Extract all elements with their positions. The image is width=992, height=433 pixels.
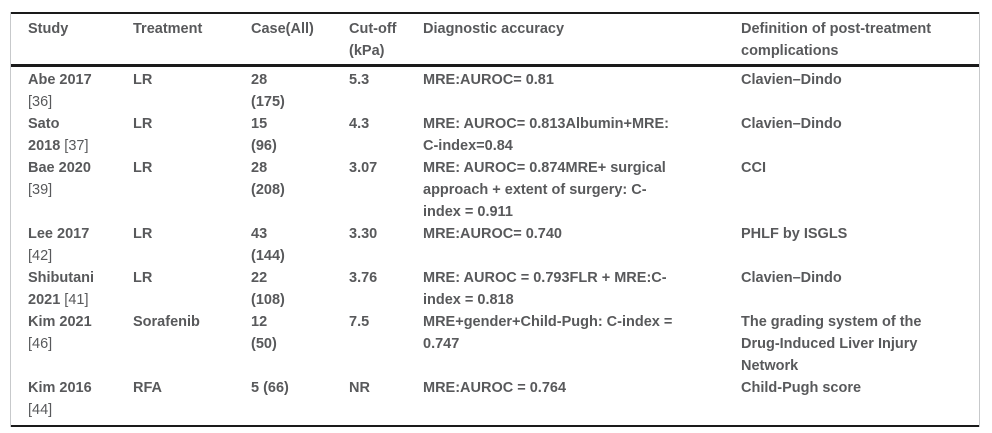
table-row: Kim 2016 [44] RFA 5 (66) NR MRE:AUROC = 0.764… — [11, 377, 979, 426]
cell-treatment: Sorafenib — [133, 314, 200, 330]
cell-treatment: RFA — [133, 380, 162, 396]
study-citation-ref: [37] — [64, 138, 89, 154]
study-name-cont: 2021 — [28, 292, 65, 308]
study-name: Kim 2021 — [28, 314, 92, 330]
col-header-diagnostic-accuracy: Diagnostic accuracy — [423, 13, 741, 67]
cell-treatment: LR — [133, 160, 153, 176]
study-name: Abe 2017 — [28, 72, 92, 88]
cell-study: Abe 2017 [36] — [11, 66, 133, 114]
study-citation-ref: [42] — [28, 248, 53, 264]
cell-diagnostic-accuracy: MRE: AUROC= 0.813Albumin+MRE: C-index=0.… — [423, 116, 669, 154]
cell-case-all: 12 (50) — [251, 314, 277, 352]
cell-definition: The grading system of the Drug-Induced L… — [741, 314, 922, 374]
cell-cutoff: 3.76 — [349, 270, 378, 286]
col-header-cutoff-kpa: Cut-off (kPa) — [349, 13, 423, 67]
cell-cutoff: 4.3 — [349, 116, 370, 132]
table-row: Shibutani 2021 [41] LR 22 (108) 3.76 MRE: AUR… — [11, 267, 979, 311]
cell-diagnostic-accuracy: MRE:AUROC = 0.764 — [423, 380, 567, 396]
study-name: Lee 2017 — [28, 226, 90, 242]
cell-diagnostic-accuracy: MRE: AUROC= 0.874MRE+ surgical approach … — [423, 160, 666, 220]
col-header-treatment: Treatment — [133, 13, 251, 67]
cell-cutoff: NR — [349, 380, 370, 396]
cell-diagnostic-accuracy: MRE: AUROC = 0.793FLR + MRE:C- index = 0… — [423, 270, 667, 308]
cell-study: Sato 2018 [37] — [11, 113, 133, 157]
cell-study: Kim 2021 [46] — [11, 311, 133, 377]
study-name: Sato — [28, 116, 60, 132]
study-name: Shibutani — [28, 270, 95, 286]
study-name: Bae 2020 — [28, 160, 91, 176]
cell-case-all: 22 (108) — [251, 270, 285, 308]
cell-case-all: 43 (144) — [251, 226, 285, 264]
cell-treatment: LR — [133, 72, 153, 88]
study-citation-ref: [41] — [64, 292, 89, 308]
cell-case-all: 28 (208) — [251, 160, 285, 198]
study-citation-ref: [36] — [28, 94, 53, 110]
cell-treatment: LR — [133, 270, 153, 286]
cell-definition: Clavien–Dindo — [741, 270, 842, 286]
cell-case-all: 28 (175) — [251, 72, 285, 110]
cell-diagnostic-accuracy: MRE:AUROC= 0.81 — [423, 72, 554, 88]
study-name-cont: 2018 — [28, 138, 65, 154]
cell-cutoff: 7.5 — [349, 314, 370, 330]
cell-cutoff: 5.3 — [349, 72, 370, 88]
cell-study: Lee 2017 [42] — [11, 223, 133, 267]
cell-case-all: 15 (96) — [251, 116, 277, 154]
study-comparison-table: Study Treatment Case(All) Cut-off (kPa) Diag… — [11, 12, 979, 427]
cell-study: Kim 2016 [44] — [11, 377, 133, 426]
cell-treatment: LR — [133, 116, 153, 132]
table-row: Lee 2017 [42] LR 43 (144) 3.30 MRE:AUROC= 0.7… — [11, 223, 979, 267]
cell-case-all: 5 (66) — [251, 380, 289, 396]
study-citation-ref: [46] — [28, 336, 53, 352]
cell-study: Bae 2020 [39] — [11, 157, 133, 223]
cell-definition: Child-Pugh score — [741, 380, 862, 396]
cell-definition: PHLF by ISGLS — [741, 226, 848, 242]
cell-diagnostic-accuracy: MRE:AUROC= 0.740 — [423, 226, 562, 242]
cell-definition: Clavien–Dindo — [741, 116, 842, 132]
col-header-study: Study — [11, 13, 133, 67]
col-header-case-all: Case(All) — [251, 13, 349, 67]
cell-cutoff: 3.30 — [349, 226, 378, 242]
header-row: Study Treatment Case(All) Cut-off (kPa) Diag… — [11, 13, 979, 67]
study-citation-ref: [39] — [28, 182, 53, 198]
cell-definition: Clavien–Dindo — [741, 72, 842, 88]
table-row: Bae 2020 [39] LR 28 (208) 3.07 MRE: AUROC= 0.… — [11, 157, 979, 223]
study-citation-ref: [44] — [28, 402, 53, 418]
study-comparison-table-container: Study Treatment Case(All) Cut-off (kPa) Diag… — [10, 12, 980, 427]
cell-cutoff: 3.07 — [349, 160, 378, 176]
study-name: Kim 2016 — [28, 380, 92, 396]
col-header-definition-complications: Definition of post-treatment complicatio… — [741, 13, 979, 67]
table-row: Abe 2017 [36] LR 28 (175) 5.3 MRE:AUROC= 0.81… — [11, 66, 979, 114]
cell-definition: CCI — [741, 160, 766, 176]
table-row: Kim 2021 [46] Sorafenib 12 (50) 7.5 MRE+gende… — [11, 311, 979, 377]
cell-study: Shibutani 2021 [41] — [11, 267, 133, 311]
cell-treatment: LR — [133, 226, 153, 242]
table-row: Sato 2018 [37] LR 15 (96) 4.3 MRE: AUROC= 0.8… — [11, 113, 979, 157]
cell-diagnostic-accuracy: MRE+gender+Child-Pugh: C-index = 0.747 — [423, 314, 673, 352]
